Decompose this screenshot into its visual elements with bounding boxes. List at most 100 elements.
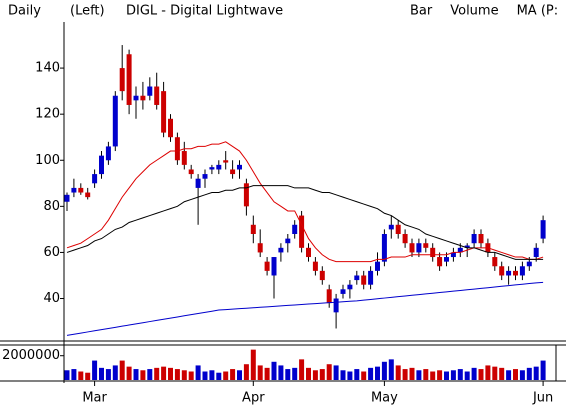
moving-average bbox=[66, 141, 544, 263]
volume-bar bbox=[464, 371, 470, 380]
candle-body bbox=[430, 247, 436, 258]
legend-entry: Volume bbox=[450, 4, 498, 19]
volume-bar bbox=[92, 360, 98, 380]
volume-bar bbox=[216, 372, 222, 380]
candle-body bbox=[154, 86, 160, 105]
candle-body bbox=[409, 243, 415, 253]
volume-bar bbox=[326, 364, 332, 380]
volume-bar bbox=[450, 370, 456, 380]
volume-bar bbox=[250, 349, 256, 380]
volume-bar bbox=[533, 366, 539, 380]
volume-bar bbox=[388, 359, 394, 380]
volume-bar bbox=[430, 371, 436, 380]
candle-body bbox=[209, 167, 215, 170]
volume-bar bbox=[416, 370, 422, 380]
candle-body bbox=[285, 238, 291, 244]
y-tick-label: 140 bbox=[35, 61, 60, 76]
candle-body bbox=[174, 137, 180, 161]
candle-body bbox=[278, 247, 284, 253]
moving-average bbox=[66, 281, 544, 336]
volume-bar bbox=[492, 366, 498, 380]
candle-body bbox=[119, 68, 125, 92]
volume-bar bbox=[271, 361, 277, 380]
candle-body bbox=[64, 194, 70, 202]
volume-bar bbox=[375, 366, 380, 380]
candle-body bbox=[299, 215, 305, 248]
candle-body bbox=[271, 257, 277, 276]
volume-bar bbox=[340, 370, 346, 380]
period-label: Daily bbox=[8, 4, 41, 19]
volume-bar bbox=[519, 370, 525, 380]
y-tick-label: 100 bbox=[35, 153, 60, 168]
candle-body bbox=[78, 187, 84, 193]
y-tick-label: 120 bbox=[35, 107, 60, 122]
candle-body bbox=[506, 270, 512, 276]
volume-bar bbox=[154, 367, 160, 380]
volume-bar bbox=[292, 367, 298, 380]
volume-bar bbox=[105, 369, 111, 380]
volume-bar bbox=[306, 367, 311, 380]
candle-body bbox=[105, 146, 111, 161]
candle-body bbox=[306, 247, 311, 258]
x-tick-label: May bbox=[371, 391, 398, 406]
chart-title: DIGL - Digital Lightwave bbox=[126, 4, 283, 19]
candle-body bbox=[326, 289, 332, 304]
volume-bar bbox=[230, 369, 236, 380]
candle-body bbox=[333, 298, 339, 313]
candle-body bbox=[237, 164, 242, 170]
volume-bar bbox=[223, 371, 229, 380]
candle-body bbox=[292, 224, 298, 234]
candle-body bbox=[188, 169, 194, 175]
x-tick-label: Jun bbox=[532, 391, 553, 406]
volume-bar bbox=[499, 367, 505, 380]
candle-body bbox=[450, 252, 456, 258]
volume-bar bbox=[174, 369, 180, 380]
volume-bar bbox=[513, 369, 518, 380]
volume-bar bbox=[243, 364, 249, 380]
candle-body bbox=[126, 54, 132, 105]
candle-body bbox=[526, 261, 532, 267]
candle-body bbox=[375, 261, 380, 271]
candle-body bbox=[471, 234, 477, 244]
y-tick-label: 40 bbox=[43, 291, 60, 306]
legend-entry: MA (P: bbox=[517, 4, 559, 19]
volume-bar bbox=[354, 369, 360, 380]
volume-bar bbox=[409, 367, 415, 380]
candle-body bbox=[92, 174, 98, 184]
candle-body bbox=[381, 234, 387, 262]
volume-bar bbox=[181, 370, 187, 380]
volume-bar bbox=[195, 365, 201, 380]
volume-bar bbox=[64, 370, 70, 380]
volume-bar bbox=[188, 371, 194, 380]
candle-body bbox=[347, 284, 353, 290]
volume-bar bbox=[85, 372, 91, 380]
candle-body bbox=[478, 234, 484, 244]
moving-average bbox=[66, 185, 544, 260]
volume-tick-label: 2000000 bbox=[2, 348, 60, 363]
candle-body bbox=[368, 270, 374, 285]
volume-bar bbox=[78, 371, 84, 380]
candle-body bbox=[161, 91, 167, 133]
candle-body bbox=[250, 224, 256, 234]
volume-bar bbox=[347, 371, 353, 380]
candle-body bbox=[223, 160, 229, 163]
volume-bar bbox=[381, 361, 387, 380]
candle-body bbox=[319, 270, 325, 281]
candle-body bbox=[264, 261, 270, 271]
volume-bar bbox=[119, 360, 125, 380]
volume-bar bbox=[112, 365, 118, 380]
candle-body bbox=[85, 192, 91, 198]
volume-bar bbox=[147, 369, 153, 380]
volume-bar bbox=[209, 370, 215, 380]
candle-body bbox=[147, 86, 153, 96]
candle-body bbox=[168, 118, 173, 138]
volume-bar bbox=[506, 370, 512, 380]
volume-bar bbox=[526, 367, 532, 380]
legend-entry: Bar bbox=[410, 4, 433, 19]
candle-body bbox=[216, 164, 222, 170]
volume-bar bbox=[264, 367, 270, 380]
volume-bar bbox=[402, 369, 408, 380]
candle-body bbox=[312, 261, 318, 271]
